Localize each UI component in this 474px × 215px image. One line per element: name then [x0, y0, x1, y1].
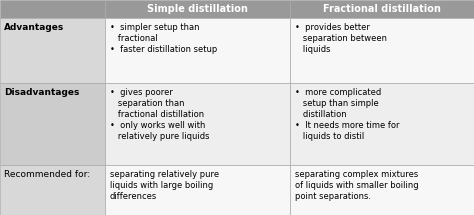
Bar [290, 18, 474, 83]
Text: Fractional distillation: Fractional distillation [323, 4, 441, 14]
Text: •  more complicated
   setup than simple
   distillation
•  It needs more time f: • more complicated setup than simple dis… [295, 88, 400, 141]
Bar [105, 0, 290, 18]
Bar [290, 83, 474, 165]
Bar [0, 83, 105, 165]
Bar [290, 165, 474, 215]
Bar [0, 18, 105, 83]
Text: •  simpler setup than
   fractional
•  faster distillation setup: • simpler setup than fractional • faster… [110, 23, 217, 54]
Text: separating relatively pure
liquids with large boiling
differences: separating relatively pure liquids with … [110, 170, 219, 201]
Bar [105, 18, 290, 83]
Text: Disadvantages: Disadvantages [4, 88, 79, 97]
Text: Advantages: Advantages [4, 23, 64, 32]
Text: separating complex mixtures
of liquids with smaller boiling
point separations.: separating complex mixtures of liquids w… [295, 170, 419, 201]
Bar [0, 0, 105, 18]
Text: •  provides better
   separation between
   liquids: • provides better separation between liq… [295, 23, 387, 54]
Bar [105, 83, 290, 165]
Bar [105, 165, 290, 215]
Bar [290, 0, 474, 18]
Text: Recommended for:: Recommended for: [4, 170, 90, 179]
Text: •  gives poorer
   separation than
   fractional distillation
•  only works well: • gives poorer separation than fractiona… [110, 88, 210, 141]
Text: Simple distillation: Simple distillation [147, 4, 248, 14]
Bar [0, 165, 105, 215]
